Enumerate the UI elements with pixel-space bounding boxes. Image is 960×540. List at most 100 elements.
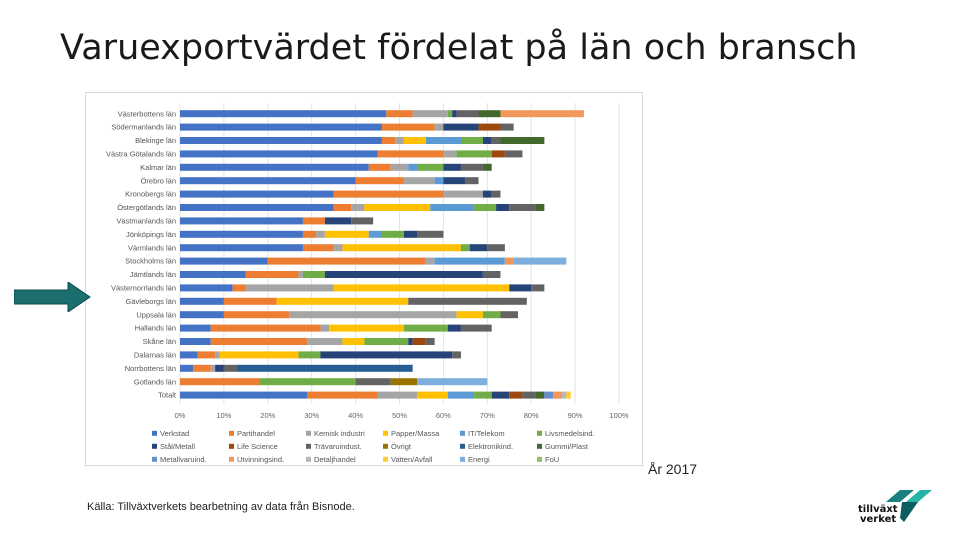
- bar-segment: [460, 163, 483, 171]
- bar-segment: [434, 257, 505, 265]
- bar-segment: [342, 244, 461, 252]
- bar-segment: [320, 324, 330, 332]
- bar-segment: [302, 271, 325, 278]
- bar-segment: [535, 204, 545, 211]
- bar-segment: [180, 177, 356, 185]
- bar-segment: [180, 163, 369, 171]
- bar-segment: [434, 123, 444, 131]
- x-tick-label: 60%: [436, 411, 451, 420]
- bar-segment: [180, 324, 211, 332]
- legend-swatch: [383, 430, 388, 436]
- x-tick-label: 50%: [392, 411, 407, 420]
- bar-segment: [452, 351, 461, 359]
- bar-segment: [491, 137, 501, 144]
- bar-segment: [180, 338, 211, 345]
- bar-segment: [482, 311, 501, 319]
- bar-segment: [491, 150, 505, 158]
- bar-segment: [180, 244, 303, 252]
- bar-segment: [180, 297, 224, 305]
- bar-segment: [447, 110, 453, 118]
- bar-segment: [460, 324, 492, 332]
- legend-swatch: [460, 430, 465, 436]
- x-tick-label: 20%: [260, 411, 275, 420]
- x-tick-label: 30%: [304, 411, 319, 420]
- bar-segment: [210, 324, 321, 332]
- x-tick-label: 80%: [524, 411, 539, 420]
- x-tick-label: 40%: [348, 411, 363, 420]
- y-category-label: Norrbottens län: [125, 364, 176, 373]
- bar-segment: [302, 217, 325, 225]
- bar-segment: [434, 177, 444, 185]
- legend-label: Verkstad: [160, 429, 189, 438]
- bar-segment: [561, 391, 567, 399]
- y-category-label: Södermanlands län: [111, 123, 176, 132]
- bar-segment: [456, 110, 479, 118]
- y-category-label: Gävleborgs län: [126, 297, 176, 306]
- y-category-label: Västernorrlands län: [111, 284, 176, 293]
- bar-segment: [504, 150, 523, 158]
- bar-segment: [180, 110, 387, 118]
- bar-segment: [364, 338, 409, 345]
- bar-segment: [452, 110, 457, 118]
- y-category-label: Västerbottens län: [118, 109, 176, 118]
- legend-label: Papper/Massa: [391, 429, 440, 438]
- bar-segment: [197, 351, 216, 359]
- bar-segment: [443, 123, 479, 131]
- bar-segment: [223, 297, 277, 305]
- bar-segment: [443, 177, 466, 185]
- logo-text-line1: tillväxt: [858, 504, 898, 515]
- stacked-bar-chart: 0% 10% 20% 30% 40% 50% 60% 70% 80% 90% 100% Västerb…: [106, 103, 629, 464]
- bar-segment: [469, 244, 488, 252]
- bar-segment: [333, 244, 343, 252]
- bar-segment: [482, 271, 501, 278]
- y-category-label: Värmlands län: [128, 243, 176, 252]
- legend-swatch: [306, 456, 311, 462]
- bar-segment: [180, 137, 382, 144]
- bar-segment: [377, 391, 418, 399]
- bar-segment: [215, 351, 220, 359]
- bar-segment: [223, 364, 238, 372]
- bar-segment: [504, 257, 514, 265]
- legend-swatch: [537, 430, 542, 436]
- y-category-label: Stockholms län: [125, 257, 176, 266]
- bar-segment: [180, 230, 303, 238]
- x-tick-label: 100%: [609, 411, 629, 420]
- bar-segment: [298, 351, 321, 359]
- bar-segment: [460, 137, 483, 144]
- bar-segment: [298, 271, 303, 278]
- legend-label: Kemisk industri: [314, 429, 365, 438]
- chart-frame: 0% 10% 20% 30% 40% 50% 60% 70% 80% 90% 100% Västerb…: [85, 92, 643, 466]
- bar-segment: [381, 137, 396, 144]
- x-tick-label: 70%: [480, 411, 495, 420]
- bar-segment: [324, 230, 369, 238]
- legend-label: Trävaruindust.: [314, 442, 362, 451]
- bar-segment: [386, 110, 413, 118]
- x-tick-label: 90%: [568, 411, 583, 420]
- bar-segment: [368, 163, 391, 171]
- y-category-label: Östergötlands län: [117, 203, 176, 212]
- bar-segment: [500, 137, 545, 144]
- logo-mark-icon: [886, 490, 932, 522]
- bar-segment: [180, 271, 246, 278]
- y-category-label: Dalarnas län: [134, 351, 176, 360]
- bar-segment: [180, 217, 303, 225]
- bar-segment: [320, 351, 453, 359]
- tillvaxtverket-logo: tillväxt verket: [856, 488, 936, 528]
- bar-segment: [232, 284, 246, 292]
- bar-segment: [496, 204, 510, 211]
- bar-segment: [324, 271, 483, 278]
- legend-swatch: [229, 430, 234, 436]
- legend-swatch: [152, 443, 157, 449]
- bar-segment: [377, 150, 444, 158]
- bar-segment: [491, 391, 510, 399]
- bar-segment: [259, 378, 356, 386]
- bar-segment: [487, 244, 505, 252]
- legend-swatch: [306, 430, 311, 436]
- bar-segment: [456, 311, 483, 319]
- bar-segment: [408, 163, 418, 171]
- bar-segment: [329, 324, 404, 332]
- bar-segment: [180, 123, 382, 131]
- bar-segment: [566, 391, 571, 399]
- bar-segment: [180, 378, 260, 386]
- bar-segment: [210, 338, 308, 345]
